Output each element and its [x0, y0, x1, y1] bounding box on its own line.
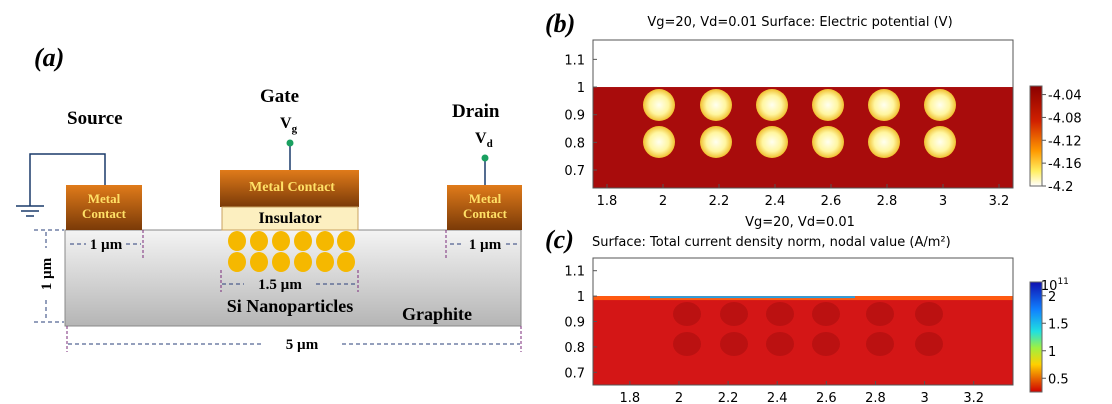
- panel-label: (a): [34, 43, 64, 72]
- colorbar-label: 2: [1048, 290, 1056, 305]
- source-label: Source: [67, 108, 123, 129]
- colorbar-label: -4.08: [1048, 111, 1082, 126]
- plot-title: Vg=20, Vd=0.01 Surface: Electric potenti…: [647, 15, 952, 30]
- y-tick-label: 0.7: [564, 164, 585, 179]
- particle: [915, 302, 943, 326]
- particle: [866, 332, 894, 356]
- dimension-label: 1 µm: [90, 237, 123, 253]
- contact-text: Contact: [82, 206, 127, 221]
- drain-voltage: Vd: [475, 130, 493, 150]
- y-tick-label: 0.8: [564, 136, 585, 151]
- nanoparticles-label: Si Nanoparticles: [227, 296, 354, 316]
- particle: [766, 302, 794, 326]
- panel-label: (b): [545, 9, 575, 38]
- y-tick-label: 1.1: [564, 265, 585, 280]
- drain-label: Drain: [452, 101, 500, 122]
- contact-text: Metal: [88, 191, 121, 206]
- particle: [756, 126, 788, 158]
- x-tick-label: 2: [659, 194, 667, 209]
- schematic: (a) Source Gate Vg Drain Vd Metal Contac…: [16, 43, 522, 353]
- x-tick-label: 3.2: [963, 391, 984, 404]
- particle: [868, 126, 900, 158]
- y-tick-label: 0.9: [564, 316, 585, 331]
- y-tick-label: 0.7: [564, 366, 585, 381]
- particle: [673, 302, 701, 326]
- particle: [673, 332, 701, 356]
- colorbar-label: -4.2: [1048, 180, 1073, 195]
- symbol: V: [280, 115, 292, 132]
- x-tick-label: 2.8: [865, 391, 886, 404]
- x-tick-label: 2.8: [877, 194, 898, 209]
- exponent: 11: [1057, 277, 1068, 287]
- x-tick-label: 2.6: [816, 391, 837, 404]
- field: [593, 296, 1013, 385]
- edge-peak: [650, 296, 855, 298]
- x-tick-label: 2.4: [767, 391, 788, 404]
- colorbar-label: -4.16: [1048, 157, 1082, 172]
- plot-title: Vg=20, Vd=0.01: [745, 215, 855, 230]
- particle: [812, 126, 844, 158]
- colorbar-label: 0.5: [1048, 372, 1069, 387]
- particle: [756, 89, 788, 121]
- potential-plot: (b) Vg=20, Vd=0.01 Surface: Electric pot…: [545, 9, 1082, 209]
- particle: [720, 302, 748, 326]
- particle: [866, 302, 894, 326]
- plot-subtitle: Surface: Total current density norm, nod…: [592, 235, 951, 250]
- gate-terminal: [287, 140, 294, 147]
- y-tick-label: 1: [577, 81, 585, 96]
- current-plot: (c) Vg=20, Vd=0.01 Surface: Total curren…: [545, 215, 1069, 404]
- particle: [812, 332, 840, 356]
- x-tick-label: 1.8: [619, 391, 640, 404]
- x-tick-label: 2.2: [709, 194, 730, 209]
- particle: [812, 89, 844, 121]
- contact-text: Contact: [463, 206, 508, 221]
- particle: [915, 332, 943, 356]
- y-tick-label: 0.9: [564, 109, 585, 124]
- dimension-label: 1 µm: [39, 257, 55, 290]
- particle: [643, 89, 675, 121]
- graphite-label: Graphite: [402, 304, 472, 324]
- contact-text: Metal Contact: [249, 180, 335, 195]
- gate-label: Gate: [260, 86, 299, 107]
- particle: [812, 302, 840, 326]
- particle: [766, 332, 794, 356]
- particle: [720, 332, 748, 356]
- y-tick-label: 0.8: [564, 341, 585, 356]
- insulator-label: Insulator: [258, 210, 321, 227]
- y-tick-label: 1: [577, 290, 585, 305]
- particle: [924, 126, 956, 158]
- subscript: d: [487, 138, 493, 150]
- colorbar-label: 1.5: [1048, 317, 1069, 332]
- dimension-label: 1.5 µm: [258, 277, 302, 293]
- colorbar: [1030, 282, 1042, 392]
- particle: [868, 89, 900, 121]
- x-tick-label: 3.2: [989, 194, 1010, 209]
- y-tick-label: 1.1: [564, 53, 585, 68]
- x-tick-label: 2.6: [821, 194, 842, 209]
- colorbar-label: -4.04: [1048, 89, 1082, 104]
- x-tick-label: 1.8: [597, 194, 618, 209]
- x-tick-label: 3: [939, 194, 947, 209]
- colorbar-label: 1: [1048, 345, 1056, 360]
- x-tick-label: 2.4: [765, 194, 786, 209]
- x-tick-label: 2: [675, 391, 683, 404]
- dimension-label: 5 µm: [286, 337, 319, 353]
- x-tick-label: 2.2: [718, 391, 739, 404]
- particle: [643, 126, 675, 158]
- drain-terminal: [482, 155, 489, 162]
- x-tick-label: 3: [920, 391, 928, 404]
- dimension-label: 1 µm: [469, 237, 502, 253]
- particle: [924, 89, 956, 121]
- contact-text: Metal: [469, 191, 502, 206]
- particle: [700, 126, 732, 158]
- panel-label: (c): [545, 225, 574, 254]
- particle: [700, 89, 732, 121]
- symbol: V: [475, 130, 487, 147]
- colorbar: [1030, 86, 1042, 186]
- colorbar-label: -4.12: [1048, 134, 1082, 149]
- gate-voltage: Vg: [280, 115, 298, 135]
- figure: (a) Source Gate Vg Drain Vd Metal Contac…: [0, 0, 1112, 404]
- subscript: g: [292, 123, 298, 135]
